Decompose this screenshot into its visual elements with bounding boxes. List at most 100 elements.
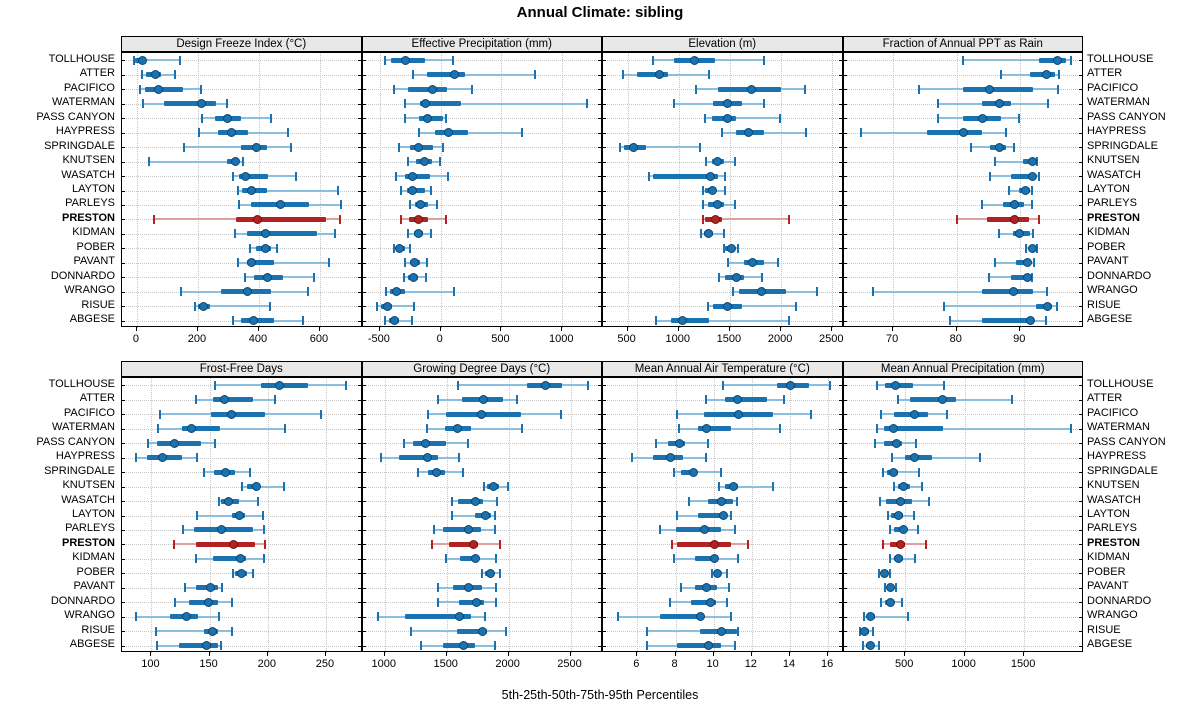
row-tick [361,132,366,134]
row-tick [842,118,847,120]
station-label-right: KIDMAN [1087,551,1130,564]
row-gridline [362,118,601,120]
row-tick [598,385,602,387]
whisker-cap [1032,229,1035,239]
whisker-cap [495,554,498,564]
row-tick [842,602,847,604]
row-tick [842,204,847,206]
median-dot [1027,171,1037,181]
row-tick [357,233,362,235]
row-tick [361,645,366,647]
axis-tick-label: 2000 [767,333,793,345]
station-label-left: PASS CANYON [36,110,115,123]
row-tick [357,277,362,279]
row-gridline [843,277,1082,279]
whisker-cap [398,142,401,152]
row-tick [361,277,366,279]
iqr-bar-25-75 [698,426,731,432]
whisker-cap [263,525,266,535]
axis-tick [318,327,320,331]
whisker-5-95 [196,514,264,517]
median-dot [230,157,240,167]
whisker-cap [729,612,732,622]
whisker-5-95 [994,160,1038,163]
iqr-bar-25-75 [443,527,482,533]
row-tick [598,428,602,430]
whisker-cap [787,316,790,326]
median-dot [237,568,247,578]
iqr-bar-25-75 [675,527,722,533]
axis-tick-label: 200 [187,333,207,345]
median-dot [628,142,638,152]
axis-tick-label: 12 [744,658,757,670]
row-tick [1079,161,1083,163]
row-gridline [122,74,361,76]
row-tick [842,558,847,560]
row-gridline [362,161,601,163]
row-gridline [362,219,601,221]
median-dot [703,641,713,651]
whisker-cap [946,409,949,419]
axis-tick [626,327,628,331]
whisker-cap [879,409,882,419]
median-dot [234,511,244,520]
station-label-right: RISUE [1087,623,1121,636]
median-dot [732,395,742,405]
whisker-cap [727,258,730,268]
whisker-cap [706,438,709,448]
whisker-cap [320,409,323,419]
station-label-left: SPRINGDALE [44,139,115,152]
median-dot [157,453,167,463]
whisker-cap [135,453,138,463]
row-tick [598,616,602,618]
axis-tick [324,652,326,656]
row-tick [842,89,847,91]
whisker-cap [630,453,633,463]
station-label-left: ATTER [79,67,115,80]
row-tick [361,399,366,401]
whisker-5-95 [194,305,270,308]
row-tick [598,103,602,105]
row-tick [121,544,125,546]
whisker-cap [450,511,453,520]
median-dot [247,186,257,195]
median-dot [219,395,229,405]
median-dot [202,641,212,651]
panel-title: Frost-Free Days [199,363,283,375]
whisker-cap [560,409,563,419]
row-tick [838,190,843,192]
whisker-cap [380,453,383,463]
whisker-cap [264,539,267,549]
station-label-right: WRANGO [1087,609,1138,622]
row-tick [361,486,366,488]
median-dot [217,525,227,535]
axis-tick-label: 250 [315,658,335,670]
axis-tick-label: -500 [367,333,390,345]
median-dot [865,641,875,651]
whisker-5-95 [963,59,1072,62]
row-tick [357,616,362,618]
axis-tick-label: 1000 [548,333,574,345]
row-tick [361,443,366,445]
median-dot [748,258,758,268]
whisker-cap [404,99,407,109]
whisker-5-95 [457,384,588,387]
row-tick [1079,515,1083,517]
whisker-cap [645,626,648,636]
whisker-5-95 [156,630,232,633]
axis-tick [383,652,385,656]
row-tick [121,472,125,474]
row-tick [121,486,125,488]
panel [602,377,843,653]
row-tick [121,306,125,308]
row-tick [598,602,602,604]
whisker-cap [1046,287,1049,297]
median-dot [392,287,402,297]
median-dot [704,229,714,239]
row-tick [598,190,602,192]
station-label-left: WATERMAN [52,96,115,109]
row-tick [842,219,847,221]
row-tick [357,399,362,401]
station-label-right: PRESTON [1087,211,1140,224]
iqr-bar-25-75 [1010,274,1030,280]
